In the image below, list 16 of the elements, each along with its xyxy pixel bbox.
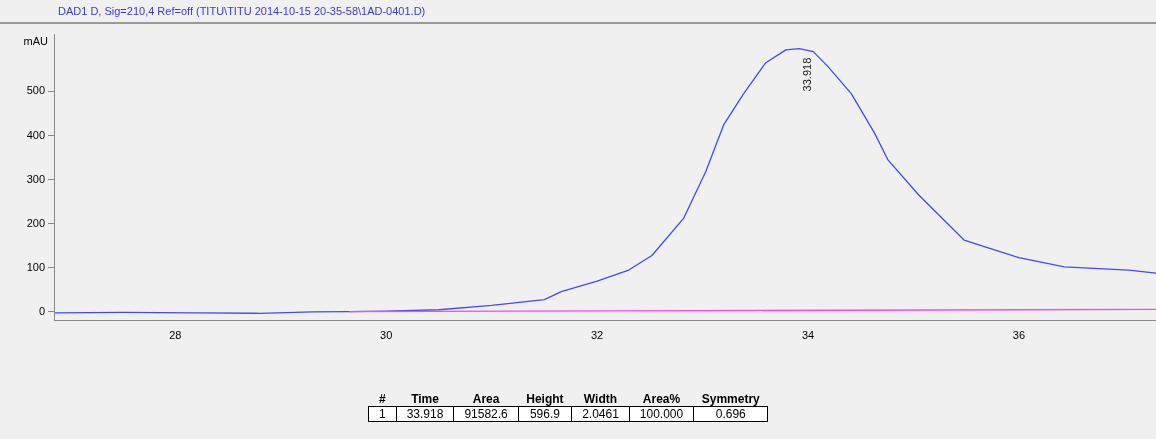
- x-tick-label: 32: [590, 329, 604, 342]
- chart-title: DAD1 D, Sig=210,4 Ref=off (TITU\TITU 2014-10-15 20-35-58\1AD-0401.D): [0, 0, 1156, 24]
- y-tick-label: 500: [26, 84, 45, 97]
- y-tick-label: 200: [26, 216, 45, 229]
- y-tick-label: 300: [26, 172, 45, 185]
- y-tick-label: 100: [26, 260, 45, 273]
- text: 1 33.918 91582.6 596.9 2.0461 100.000 0.696: [379, 407, 746, 421]
- y-axis-title: mAU: [23, 34, 49, 47]
- x-tick-label: 34: [801, 329, 815, 342]
- x-tick-label: 30: [380, 329, 393, 342]
- y-tick-label: 0: [38, 305, 45, 318]
- x-tick-label: 36: [1012, 329, 1026, 342]
- text: # Time Area Height Width Area% Symmetry: [379, 392, 760, 406]
- annotation: 33.918: [801, 57, 814, 92]
- x-tick-label: 28: [169, 329, 182, 342]
- y-tick-label: 400: [26, 128, 45, 141]
